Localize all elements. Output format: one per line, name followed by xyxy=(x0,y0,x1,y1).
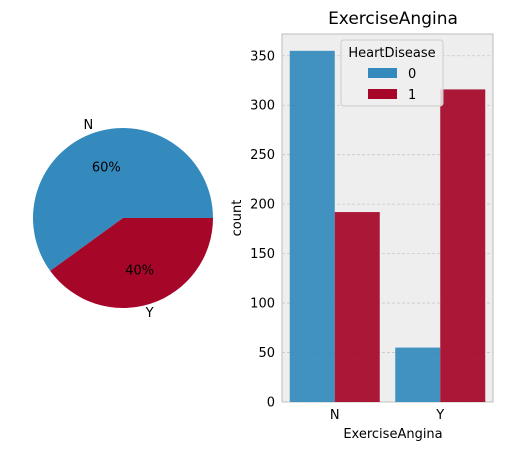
y-axis-label: count xyxy=(230,200,245,237)
y-tick-label: 100 xyxy=(250,297,275,312)
pie-label-y: Y xyxy=(145,306,154,321)
bar-n-series-0 xyxy=(289,50,335,403)
pie-chart: N Y 60% 40% xyxy=(33,118,214,321)
pie-slice-n xyxy=(33,128,214,271)
legend-label: 1 xyxy=(408,88,416,103)
x-tick-label: Y xyxy=(435,408,444,423)
y-tick-label: 200 xyxy=(250,198,275,213)
legend-swatch xyxy=(368,68,397,78)
legend: HeartDisease 0 1 xyxy=(340,39,444,107)
y-tick-label: 250 xyxy=(250,148,275,163)
bar-chart: ExerciseAngina 0 50 100 150 200 250 300 350 N Y… xyxy=(230,9,494,442)
y-tick-label: 150 xyxy=(250,247,275,262)
y-tick-label: 350 xyxy=(250,49,275,64)
y-axis-ticks: 0 50 100 150 200 250 300 350 xyxy=(250,49,275,410)
x-axis-label: ExerciseAngina xyxy=(343,427,442,442)
bar-y-series-1 xyxy=(440,89,486,402)
y-tick-label: 0 xyxy=(267,396,275,411)
x-axis-ticks: N Y xyxy=(330,408,444,423)
legend-swatch xyxy=(368,89,397,99)
pie-label-n: N xyxy=(84,118,94,133)
pie-pct-y: 40% xyxy=(125,263,154,278)
legend-label: 0 xyxy=(408,67,416,82)
x-tick-label: N xyxy=(330,408,340,423)
bars xyxy=(289,50,486,403)
pie-pct-n: 60% xyxy=(92,161,121,176)
legend-title: HeartDisease xyxy=(348,46,435,61)
chart-title: ExerciseAngina xyxy=(328,9,458,29)
y-tick-label: 300 xyxy=(250,99,275,114)
pie-slice-y xyxy=(50,218,213,309)
bar-n-series-1 xyxy=(334,212,380,402)
bar-y-series-0 xyxy=(395,347,441,402)
y-tick-label: 50 xyxy=(258,346,275,361)
